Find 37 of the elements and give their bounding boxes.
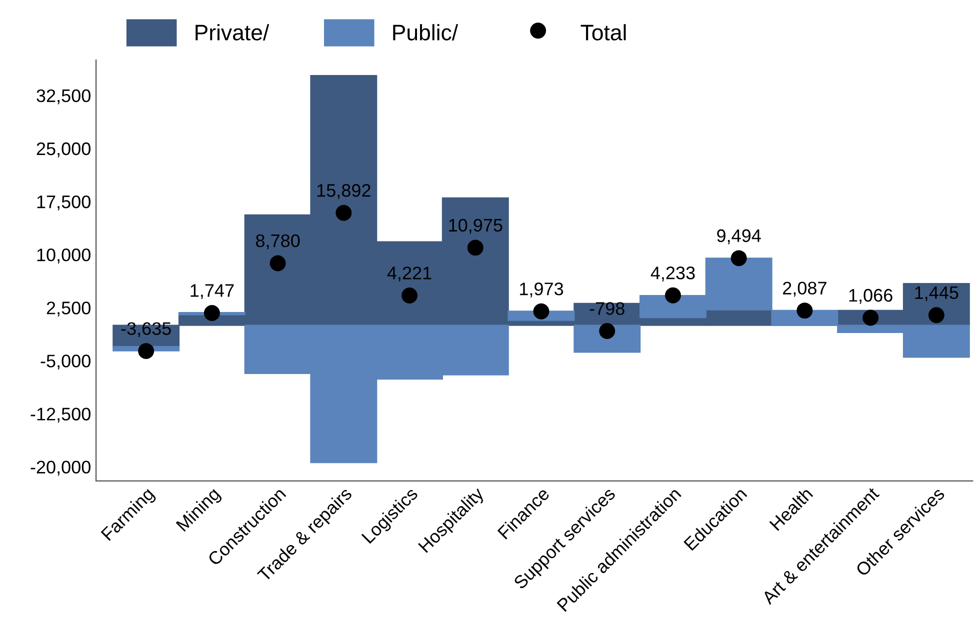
point bbox=[862, 310, 879, 326]
legend-label: Private/ bbox=[196, 24, 270, 40]
point bbox=[533, 303, 550, 320]
legend-label: Public/ bbox=[393, 24, 458, 40]
y-tick-label: 25,000 bbox=[36, 142, 90, 158]
point bbox=[336, 204, 352, 221]
y-tick-label: 32,500 bbox=[36, 89, 90, 104]
point bbox=[402, 287, 418, 304]
y-tick-label: -5,000 bbox=[40, 354, 90, 370]
data-label: 8,780 bbox=[256, 234, 300, 250]
point bbox=[467, 240, 484, 256]
data-label: 1,066 bbox=[849, 288, 892, 304]
data-label: 1,747 bbox=[190, 284, 234, 300]
data-label: 4,221 bbox=[387, 266, 432, 282]
point bbox=[664, 287, 681, 304]
y-tick-label: -20,000 bbox=[30, 460, 90, 476]
data-label: 9,494 bbox=[717, 229, 761, 244]
point bbox=[796, 302, 813, 319]
point bbox=[270, 255, 286, 272]
data-label: 1,973 bbox=[520, 282, 564, 298]
y-tick-label: 10,000 bbox=[37, 248, 90, 264]
y-tick-label: -12,500 bbox=[30, 408, 90, 423]
point bbox=[599, 322, 616, 339]
legend-label: Total bbox=[580, 24, 626, 40]
data-label: -798 bbox=[590, 302, 624, 315]
y-tick-label: 17,500 bbox=[37, 195, 90, 210]
point bbox=[730, 250, 747, 266]
data-label: 10,975 bbox=[449, 218, 502, 234]
data-label: 2,087 bbox=[783, 282, 826, 297]
data-label: 4,233 bbox=[650, 266, 695, 282]
data-label: 1,445 bbox=[915, 286, 958, 302]
y-tick-label: 2,500 bbox=[46, 302, 90, 316]
point bbox=[204, 304, 220, 321]
data-label: 15,892 bbox=[317, 184, 370, 199]
data-label: -3,635 bbox=[121, 322, 171, 338]
point bbox=[138, 343, 154, 360]
point bbox=[928, 307, 944, 324]
